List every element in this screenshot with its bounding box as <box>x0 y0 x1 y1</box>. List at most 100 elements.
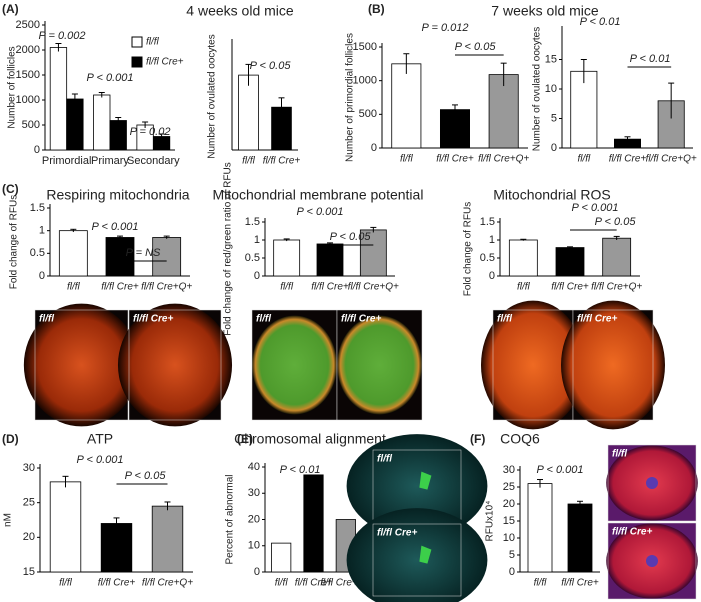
legend-swatch <box>131 36 143 48</box>
y-tick-label: 0.5 <box>480 252 495 264</box>
y-axis-label: Fold change of red/green ratio of RFUs <box>223 162 234 335</box>
y-tick-label: 1 <box>489 234 495 246</box>
image-label: fl/fl Cre+ <box>612 527 652 538</box>
annotation: P < 0.05 <box>125 470 167 482</box>
y-tick-label: 25 <box>503 481 515 493</box>
section-title: 7 weeks old mice <box>491 3 599 19</box>
bar <box>567 503 593 573</box>
x-tick-label: Primordial <box>42 155 92 167</box>
y-tick-label: 2500 <box>16 19 40 31</box>
y-tick-label: 30 <box>503 464 515 476</box>
annotation: P < 0.001 <box>87 72 134 84</box>
annotation: P < 0.001 <box>77 454 124 466</box>
bar <box>105 237 135 277</box>
y-tick-label: 10 <box>503 532 515 544</box>
x-tick-label: Primary <box>91 155 129 167</box>
y-axis-label: Fold change of RFUs <box>463 202 474 297</box>
y-tick-label: 10 <box>248 540 260 552</box>
x-tick-label: fl/fl <box>59 578 73 589</box>
annotation: P < 0.01 <box>630 53 671 65</box>
y-axis-label: Number of primordial follicles <box>345 33 356 162</box>
chart-title: Mitochondrial ROS <box>493 187 611 203</box>
y-tick-label: 40 <box>248 461 260 473</box>
bar <box>49 481 82 573</box>
image-border <box>372 523 462 597</box>
bar <box>271 542 292 573</box>
x-tick-label: fl/fl Cre+ <box>295 578 333 589</box>
y-axis-label: Fold change of RFUs <box>9 195 20 290</box>
y-axis-label: RFUx10⁴ <box>485 501 496 542</box>
y-tick-label: 20 <box>23 531 35 543</box>
image-border <box>607 444 697 522</box>
panel-label: (F) <box>470 432 485 446</box>
bar <box>602 237 632 277</box>
x-tick-label: fl/fl Cre+Q+ <box>348 282 399 293</box>
image-label: fl/fl Cre+ <box>577 314 617 325</box>
x-tick-label: fl/fl Cre+Q+ <box>478 154 529 165</box>
bar <box>316 243 344 277</box>
x-tick-label: fl/fl Cre+Q+ <box>646 154 697 165</box>
y-tick-label: 20 <box>503 498 515 510</box>
y-tick-label: 10 <box>545 83 557 95</box>
annotation: P < 0.001 <box>297 206 344 218</box>
x-tick-label: fl/fl Cre+ <box>436 154 474 165</box>
y-tick-label: 1500 <box>16 69 40 81</box>
y-tick-label: 0 <box>254 566 260 578</box>
chart-title: Respiring mitochondria <box>46 187 189 203</box>
x-tick-label: fl/fl <box>577 154 591 165</box>
image-label: fl/fl <box>497 314 512 325</box>
annotation: P < 0.01 <box>280 464 321 476</box>
section-title: 4 weeks old mice <box>186 3 294 19</box>
y-tick-label: 500 <box>22 119 40 131</box>
nucleus <box>646 555 658 567</box>
y-tick-label: 5 <box>551 112 557 124</box>
annotation: P < 0.001 <box>92 221 139 233</box>
oocyte <box>481 300 585 430</box>
y-tick-label: 1.5 <box>245 216 260 228</box>
y-tick-label: 0.5 <box>245 252 260 264</box>
y-tick-label: 1500 <box>353 41 377 53</box>
nucleus <box>646 477 658 489</box>
panel-label: (E) <box>237 432 253 446</box>
annotation: P < 0.05 <box>455 41 497 53</box>
y-tick-label: 0 <box>39 270 45 282</box>
y-tick-label: 1 <box>39 225 45 237</box>
y-axis-label: Number of follicles <box>7 46 18 128</box>
annotation: P = 0.002 <box>39 30 86 42</box>
y-tick-label: 25 <box>23 497 35 509</box>
oocyte <box>337 315 422 415</box>
bar <box>273 239 301 277</box>
y-tick-label: 0 <box>509 566 515 578</box>
annotation: P < 0.05 <box>330 231 372 243</box>
y-tick-label: 500 <box>359 108 377 120</box>
x-tick-label: fl/fl Cre+Q+ <box>141 282 192 293</box>
oocyte <box>252 315 337 415</box>
bar <box>508 239 538 277</box>
bar <box>303 474 324 573</box>
oocyte <box>561 300 665 430</box>
oocyte <box>346 434 488 538</box>
y-tick-label: 15 <box>503 515 515 527</box>
bar <box>152 237 182 277</box>
bar <box>527 483 553 573</box>
image-border <box>572 309 654 421</box>
image-border <box>607 522 697 600</box>
bar <box>439 109 470 149</box>
oocyte <box>117 303 233 427</box>
bar <box>93 94 111 151</box>
bar <box>488 74 519 149</box>
image-label: fl/fl Cre+ <box>377 528 417 539</box>
x-tick-label: fl/fl <box>534 578 548 589</box>
x-tick-label: fl/fl Cre+Q+ <box>591 282 642 293</box>
chart-title: ATP <box>87 431 113 447</box>
x-tick-label: fl/fl Cre+ <box>101 282 139 293</box>
x-tick-label: fl/fl Cre+Q+ <box>142 578 193 589</box>
y-tick-label: 0 <box>489 270 495 282</box>
bar <box>49 47 68 151</box>
panel-label: (A) <box>2 2 19 16</box>
annotation: P < 0.001 <box>537 464 584 476</box>
bar <box>391 63 422 149</box>
y-axis-label: Number of ovulated oocytes <box>532 27 543 152</box>
y-tick-label: 0.5 <box>30 247 45 259</box>
annotation: P < 0.05 <box>595 216 637 228</box>
